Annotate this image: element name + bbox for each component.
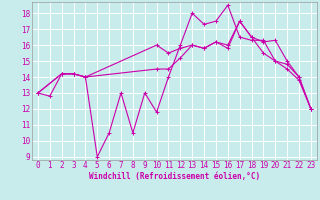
X-axis label: Windchill (Refroidissement éolien,°C): Windchill (Refroidissement éolien,°C) bbox=[89, 172, 260, 181]
